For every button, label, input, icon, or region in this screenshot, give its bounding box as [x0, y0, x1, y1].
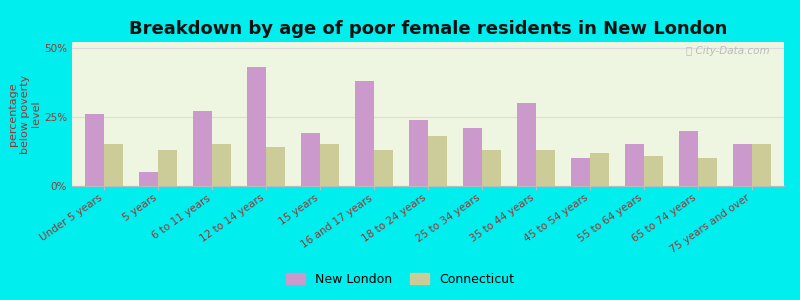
Bar: [194, 111, 212, 186]
Bar: [374, 150, 393, 186]
Text: ⓘ City-Data.com: ⓘ City-Data.com: [686, 46, 770, 56]
Bar: [679, 130, 698, 186]
Bar: [698, 158, 717, 186]
Bar: [104, 145, 123, 186]
Bar: [625, 145, 644, 186]
Bar: [320, 145, 339, 186]
Bar: [482, 150, 501, 186]
Bar: [590, 153, 609, 186]
Bar: [86, 114, 104, 186]
Bar: [536, 150, 554, 186]
Bar: [733, 145, 752, 186]
Bar: [247, 67, 266, 186]
Title: Breakdown by age of poor female residents in New London: Breakdown by age of poor female resident…: [129, 20, 727, 38]
Bar: [517, 103, 536, 186]
Legend: New London, Connecticut: New London, Connecticut: [281, 268, 519, 291]
Bar: [409, 119, 428, 186]
Y-axis label: percentage
below poverty
level: percentage below poverty level: [8, 74, 42, 154]
Bar: [212, 145, 231, 186]
Bar: [266, 147, 285, 186]
Bar: [158, 150, 177, 186]
Bar: [428, 136, 447, 186]
Bar: [302, 134, 320, 186]
Bar: [644, 155, 662, 186]
Bar: [355, 81, 374, 186]
Bar: [463, 128, 482, 186]
Bar: [752, 145, 770, 186]
Bar: [571, 158, 590, 186]
Bar: [139, 172, 158, 186]
